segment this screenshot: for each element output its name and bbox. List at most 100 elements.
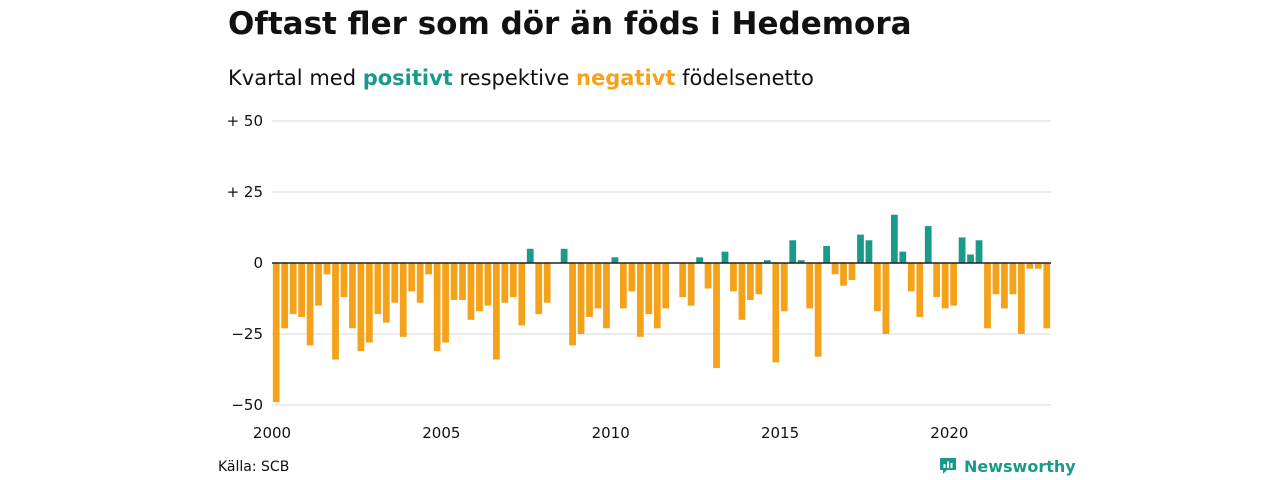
bar-negative: [382, 263, 390, 323]
bar-negative: [315, 263, 322, 306]
bar-negative: [493, 263, 500, 360]
bar-negative: [1009, 263, 1017, 295]
y-tick-label: −50: [231, 396, 263, 414]
bar-negative: [747, 263, 754, 300]
bar-negative: [620, 263, 627, 309]
bar-negative: [645, 263, 653, 315]
bar-negative: [679, 263, 687, 298]
bar-negative: [916, 263, 924, 317]
bar-negative: [992, 263, 1000, 295]
bar-negative: [704, 263, 712, 289]
newsworthy-logo-icon: [940, 458, 956, 474]
bar-positive: [967, 254, 974, 263]
y-tick-label: −25: [231, 325, 263, 343]
bar-negative: [603, 263, 610, 329]
bar-positive: [721, 251, 729, 263]
bar-positive: [857, 234, 864, 263]
newsworthy-logo: Newsworthy: [938, 456, 1076, 476]
bar-negative: [772, 263, 780, 363]
bar-negative: [1026, 263, 1034, 269]
bar-negative: [399, 263, 407, 337]
bar-negative: [848, 263, 856, 281]
bar-negative: [340, 263, 348, 298]
source-note: Källa: SCB: [218, 459, 290, 475]
bar-negative: [416, 263, 424, 303]
bar-negative: [518, 263, 526, 326]
bar-positive: [797, 260, 805, 263]
bar-negative: [272, 263, 280, 403]
brand-name: Newsworthy: [964, 456, 1076, 476]
bar-negative: [577, 263, 585, 334]
bar-positive: [975, 240, 983, 263]
bar-positive: [924, 226, 932, 263]
bar-positive: [696, 257, 703, 263]
bar-negative: [365, 263, 373, 343]
bar-negative: [484, 263, 492, 306]
bar-positive: [890, 214, 898, 263]
bar-negative: [806, 263, 814, 309]
bar-negative: [535, 263, 543, 315]
bar-positive: [823, 245, 830, 263]
bar-negative: [628, 263, 636, 292]
bar-negative: [501, 263, 509, 303]
bar-negative: [755, 263, 763, 295]
bar-negative: [636, 263, 644, 337]
bar-negative: [1034, 263, 1042, 269]
bar-positive: [763, 260, 771, 263]
bar-negative: [349, 263, 356, 329]
bar-negative: [289, 263, 297, 315]
bar-negative: [442, 263, 449, 343]
chart-subtitle: Kvartal med positivt respektive negativt…: [228, 66, 814, 90]
bar-negative: [882, 263, 890, 334]
bar-negative: [408, 263, 416, 292]
bar-negative: [738, 263, 746, 320]
bar-positive: [611, 257, 619, 263]
bar-positive: [560, 248, 568, 263]
bar-negative: [586, 263, 593, 317]
x-tick-label: 2020: [930, 424, 968, 442]
bar-negative: [323, 263, 331, 275]
y-tick-label: 0: [253, 254, 263, 272]
bar-negative: [391, 263, 399, 303]
bar-negative: [780, 263, 788, 312]
x-tick-label: 2005: [422, 424, 460, 442]
chart-title: Oftast fler som dör än föds i Hedemora: [228, 6, 912, 42]
bar-negative: [1017, 263, 1025, 334]
subtitle-positive-word: positivt: [362, 66, 453, 90]
x-tick-label: 2015: [761, 424, 799, 442]
bar-negative: [476, 263, 483, 312]
bar-negative: [907, 263, 915, 292]
bar-negative: [281, 263, 289, 329]
bar-negative: [831, 263, 839, 275]
bar-negative: [298, 263, 306, 317]
bar-negative: [306, 263, 314, 346]
bar-negative: [984, 263, 991, 329]
bar-negative: [459, 263, 466, 300]
bar-negative: [1001, 263, 1008, 309]
bar-positive: [899, 251, 907, 263]
bar-negative: [450, 263, 458, 300]
x-tick-label: 2010: [592, 424, 630, 442]
y-tick-label: + 50: [227, 112, 263, 130]
subtitle-suffix: födelsenetto: [675, 66, 814, 90]
bar-negative: [357, 263, 365, 352]
bar-negative: [941, 263, 949, 309]
bar-negative: [509, 263, 517, 298]
subtitle-middle: respektive: [452, 66, 577, 90]
bar-negative: [1043, 263, 1051, 329]
bar-negative: [874, 263, 881, 312]
bar-negative: [425, 263, 433, 275]
bar-negative: [433, 263, 441, 352]
bar-positive: [526, 248, 534, 263]
bar-negative: [374, 263, 382, 315]
bar-negative: [687, 263, 695, 306]
x-tick-label: 2000: [253, 424, 291, 442]
subtitle-prefix: Kvartal med: [228, 66, 363, 90]
bar-negative: [814, 263, 822, 357]
bar-negative: [569, 263, 576, 346]
bar-positive: [865, 240, 873, 263]
bar-negative: [332, 263, 339, 360]
bar-positive: [958, 237, 966, 263]
bar-negative: [594, 263, 602, 309]
